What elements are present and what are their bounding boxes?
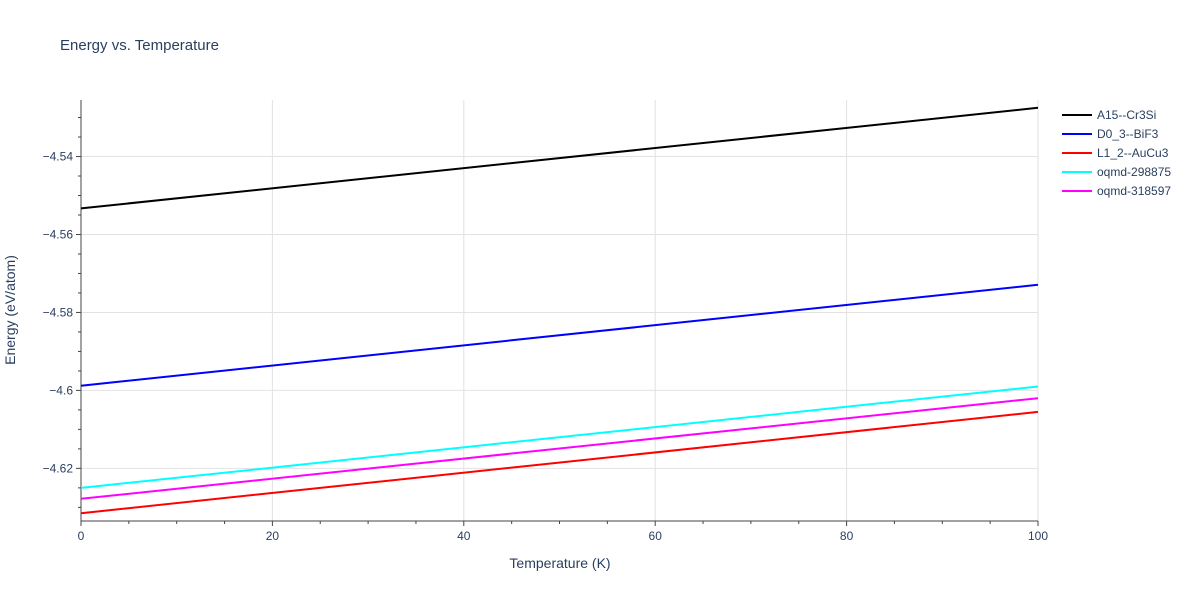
x-tick-label: 0 [78, 529, 85, 543]
legend-label: D0_3--BiF3 [1097, 127, 1159, 141]
legend-item[interactable]: oqmd-318597 [1062, 184, 1171, 198]
x-tick-label: 40 [457, 529, 471, 543]
legend-label: A15--Cr3Si [1097, 108, 1156, 122]
legend-item[interactable]: L1_2--AuCu3 [1062, 146, 1169, 160]
x-axis-title: Temperature (K) [509, 555, 610, 571]
y-tick-label: −4.58 [43, 305, 74, 319]
y-tick-label: −4.54 [43, 150, 74, 164]
axes [76, 100, 1039, 526]
x-tick-label: 20 [266, 529, 280, 543]
y-tick-label: −4.56 [43, 227, 74, 241]
legend-item[interactable]: D0_3--BiF3 [1062, 127, 1159, 141]
series-line [80, 106, 1039, 210]
x-tick-label: 100 [1028, 529, 1048, 543]
legend-item[interactable]: A15--Cr3Si [1062, 108, 1156, 122]
legend-label: L1_2--AuCu3 [1097, 146, 1169, 160]
series-line [80, 410, 1039, 515]
y-tick-label: −4.62 [43, 461, 74, 475]
tick-labels: 0 20 40 60 80 100 −4.54 −4.56 −4.58 −4.6 −4.62 [43, 150, 1049, 543]
chart-title: Energy vs. Temperature [60, 37, 219, 54]
legend[interactable]: A15--Cr3Si D0_3--BiF3 L1_2--AuCu3 oqmd-2988… [1062, 108, 1171, 198]
legend-item[interactable]: oqmd-298875 [1062, 165, 1171, 179]
legend-label: oqmd-298875 [1097, 165, 1171, 179]
x-tick-label: 80 [840, 529, 854, 543]
y-tick-label: −4.6 [49, 383, 73, 397]
series-line [80, 397, 1039, 500]
plot-series [80, 106, 1039, 515]
grid-lines [81, 100, 1039, 521]
series-line [80, 283, 1039, 387]
x-tick-label: 60 [649, 529, 663, 543]
series-line [80, 385, 1039, 489]
legend-label: oqmd-318597 [1097, 184, 1171, 198]
y-axis-title: Energy (eV/atom) [2, 255, 18, 365]
